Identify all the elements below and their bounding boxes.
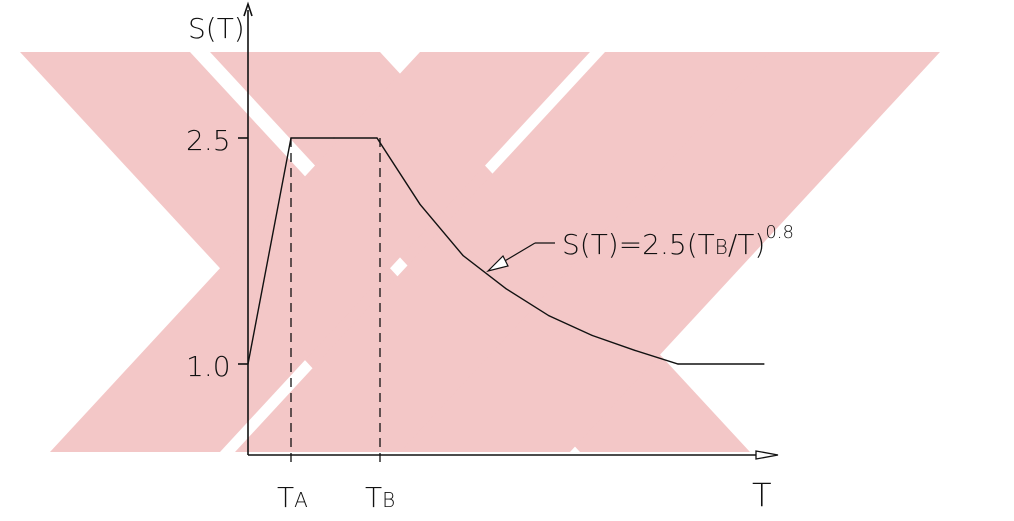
spectrum-point (505, 288, 507, 290)
spectrum-point (548, 315, 550, 317)
spectrum-series (247, 137, 765, 365)
spectrum-point (763, 363, 765, 365)
y-tick-label-1.0: 1.0 (186, 350, 231, 383)
y-axis-arrow (243, 1, 253, 17)
spectrum-point (462, 254, 464, 257)
spectrum-point (677, 363, 679, 365)
spectrum-curve (247, 137, 764, 365)
formula-text: S(T)=2.5(TB/T)0.8 (562, 222, 794, 261)
x-tick-label-ta: TA (277, 481, 308, 514)
spectrum-point (419, 203, 421, 205)
x-tick-label-tb: TB (365, 481, 395, 514)
x-axis-label: T (752, 476, 772, 514)
axes (238, 1, 779, 460)
spectrum-point (634, 349, 636, 352)
formula-annotation: S(T)=2.5(TB/T)0.8 (486, 222, 794, 273)
y-tick-label-2.5: 2.5 (186, 124, 231, 157)
y-axis-label: S(T) (188, 12, 245, 45)
annotation-arrowhead (486, 254, 509, 273)
watermark-logo (20, 52, 940, 452)
watermark-stroke (50, 52, 590, 452)
x-axis-arrow (755, 450, 779, 460)
watermark-stroke (235, 52, 775, 452)
spectrum-point (247, 363, 249, 365)
spectrum-point (376, 137, 378, 139)
spectrum-point (591, 334, 593, 336)
spectrum-point (290, 137, 292, 139)
spectrum-point (333, 137, 335, 139)
watermark-stroke (400, 52, 940, 452)
